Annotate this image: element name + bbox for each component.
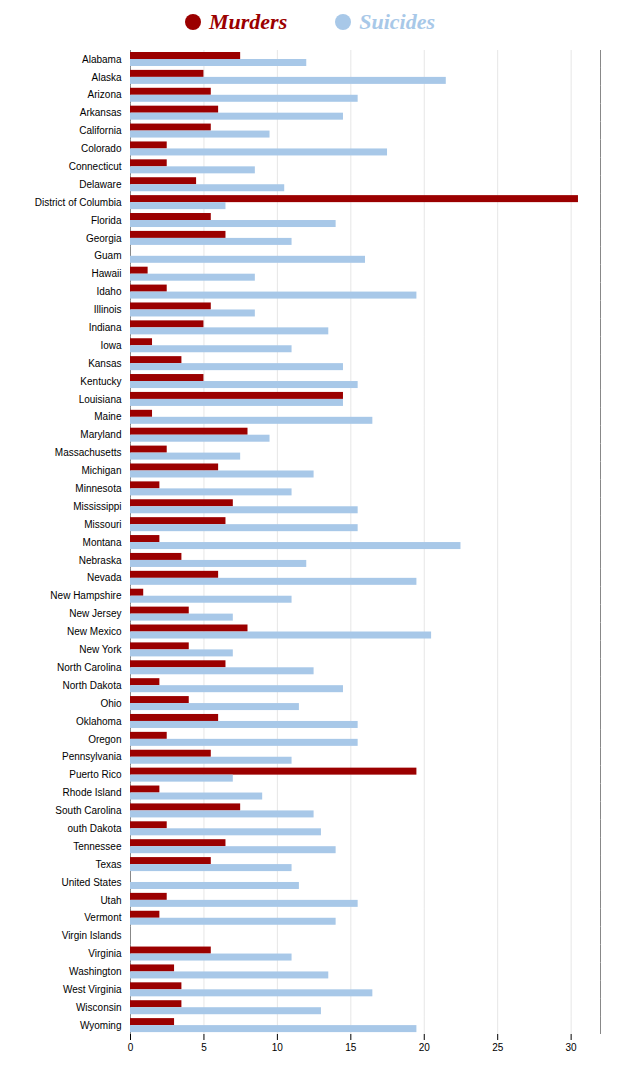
svg-text:Alaska: Alaska [91, 72, 121, 83]
svg-text:Florida: Florida [91, 215, 122, 226]
svg-text:Virgin Islands: Virgin Islands [62, 930, 122, 941]
svg-text:Arkansas: Arkansas [80, 107, 122, 118]
svg-text:Guam: Guam [94, 250, 121, 261]
svg-text:Oklahoma: Oklahoma [76, 716, 122, 727]
svg-text:Maryland: Maryland [80, 429, 121, 440]
svg-text:Alabama: Alabama [82, 54, 122, 65]
svg-text:District of Columbia: District of Columbia [35, 197, 122, 208]
svg-text:Montana: Montana [83, 537, 122, 548]
svg-text:Iowa: Iowa [100, 340, 122, 351]
svg-text:West Virginia: West Virginia [63, 984, 122, 995]
svg-text:Texas: Texas [95, 859, 121, 870]
svg-text:Idaho: Idaho [96, 286, 121, 297]
svg-text:Massachusetts: Massachusetts [55, 447, 122, 458]
svg-text:Delaware: Delaware [79, 179, 122, 190]
svg-text:Minnesota: Minnesota [75, 483, 122, 494]
svg-text:California: California [79, 125, 122, 136]
svg-text:New Mexico: New Mexico [67, 626, 122, 637]
svg-text:30: 30 [566, 1042, 578, 1053]
svg-text:Kentucky: Kentucky [80, 376, 121, 387]
svg-text:Michigan: Michigan [81, 465, 121, 476]
svg-text:Wyoming: Wyoming [80, 1020, 122, 1031]
svg-text:5: 5 [201, 1042, 207, 1053]
svg-text:Virginia: Virginia [88, 948, 122, 959]
svg-text:Mississippi: Mississippi [73, 501, 121, 512]
svg-text:Tennessee: Tennessee [73, 841, 122, 852]
svg-text:Ohio: Ohio [100, 698, 122, 709]
svg-text:Wisconsin: Wisconsin [76, 1002, 122, 1013]
svg-text:Illinois: Illinois [94, 304, 122, 315]
svg-text:Indiana: Indiana [89, 322, 122, 333]
svg-text:0: 0 [128, 1042, 134, 1053]
svg-text:North Dakota: North Dakota [63, 680, 122, 691]
svg-text:25: 25 [492, 1042, 504, 1053]
svg-text:Pennsylvania: Pennsylvania [62, 751, 122, 762]
svg-text:North Carolina: North Carolina [57, 662, 122, 673]
html-text:Murders: Murders [209, 9, 288, 34]
html-text:Suicides: Suicides [359, 9, 435, 34]
svg-text:New Jersey: New Jersey [69, 608, 121, 619]
svg-text:Nebraska: Nebraska [79, 555, 122, 566]
svg-text:Hawaii: Hawaii [91, 268, 121, 279]
svg-text:Puerto Rico: Puerto Rico [69, 769, 122, 780]
svg-text:10: 10 [272, 1042, 284, 1053]
svg-text:Maine: Maine [94, 411, 122, 422]
svg-text:Oregon: Oregon [88, 734, 121, 745]
svg-text:United States: United States [61, 877, 121, 888]
svg-text:Washington: Washington [69, 966, 121, 977]
svg-text:Louisiana: Louisiana [79, 394, 122, 405]
svg-text:15: 15 [345, 1042, 357, 1053]
svg-text:Vermont: Vermont [84, 912, 121, 923]
svg-text:South Carolina: South Carolina [55, 805, 122, 816]
svg-text:Connecticut: Connecticut [69, 161, 122, 172]
svg-text:Missouri: Missouri [84, 519, 121, 530]
svg-text:Colorado: Colorado [81, 143, 122, 154]
svg-text:Arizona: Arizona [88, 89, 122, 100]
svg-text:New York: New York [79, 644, 122, 655]
svg-text:outh Dakota: outh Dakota [68, 823, 122, 834]
svg-text:Kansas: Kansas [88, 358, 121, 369]
svg-text:Utah: Utah [100, 895, 121, 906]
svg-text:New Hampshire: New Hampshire [50, 590, 122, 601]
svg-text:Nevada: Nevada [87, 572, 122, 583]
svg-text:Rhode Island: Rhode Island [63, 787, 122, 798]
svg-text:Georgia: Georgia [86, 233, 122, 244]
svg-text:20: 20 [419, 1042, 431, 1053]
